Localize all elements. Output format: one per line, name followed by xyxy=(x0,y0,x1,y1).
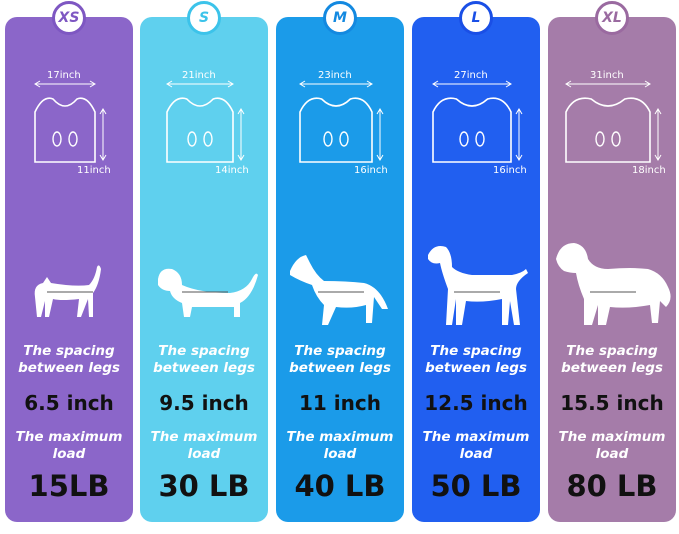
spacing-label: The spacing between legs xyxy=(289,343,391,376)
width-label: 23inch xyxy=(318,70,352,81)
arrow-head xyxy=(515,108,523,161)
illustration xyxy=(34,80,107,317)
leg-hole xyxy=(475,131,485,147)
arrow-head xyxy=(237,108,245,161)
size-column: 23inch 16inch The spacing between legs 11 i… xyxy=(276,17,404,522)
harness xyxy=(299,97,373,163)
size-badge: XS xyxy=(52,1,86,35)
spacing-value: 9.5 inch xyxy=(159,391,249,415)
leg-hole xyxy=(595,131,605,147)
leg-hole xyxy=(339,131,349,147)
leg-hole xyxy=(68,131,78,147)
size-badge: L xyxy=(459,1,493,35)
height-label: 18inch xyxy=(632,165,666,176)
spacing-label: The spacing between legs xyxy=(425,343,527,376)
load-label: The maximum load xyxy=(150,429,258,462)
arrow-head xyxy=(376,108,384,161)
spacing-label: The spacing between legs xyxy=(18,343,120,376)
load-label: The maximum load xyxy=(286,429,394,462)
spacing-value: 6.5 inch xyxy=(24,391,114,415)
leg-hole xyxy=(187,131,197,147)
size-badge: S xyxy=(187,1,221,35)
spacing-value: 12.5 inch xyxy=(424,391,528,415)
harness xyxy=(34,97,96,163)
load-value: 30 LB xyxy=(158,469,250,503)
size-badge: XL xyxy=(595,1,629,35)
spacing-label: The spacing between legs xyxy=(153,343,255,376)
load-label: The maximum load xyxy=(558,429,666,462)
leg-hole xyxy=(52,131,62,147)
pet-silhouette xyxy=(158,268,258,317)
pet-silhouette xyxy=(428,246,528,325)
load-value: 80 LB xyxy=(566,469,658,503)
spacing-value: 11 inch xyxy=(299,391,381,415)
height-label: 14inch xyxy=(215,165,249,176)
arrow-head xyxy=(34,80,96,88)
illustration xyxy=(428,80,528,325)
load-label: The maximum load xyxy=(15,429,123,462)
leg-hole xyxy=(459,131,469,147)
arrow-head xyxy=(654,108,662,161)
width-label: 17inch xyxy=(47,70,81,81)
harness xyxy=(166,97,234,163)
illustration xyxy=(158,80,258,317)
pet-silhouette xyxy=(556,243,671,325)
arrow-head xyxy=(99,108,107,161)
pet-silhouette xyxy=(34,265,101,317)
size-badge: M xyxy=(323,1,357,35)
width-label: 31inch xyxy=(590,70,624,81)
illustration xyxy=(556,80,671,325)
height-label: 16inch xyxy=(354,165,388,176)
width-label: 21inch xyxy=(182,70,216,81)
leg-hole xyxy=(323,131,333,147)
size-column: 17inch 11inch The spacing between legs 6.5 … xyxy=(5,17,133,522)
width-label: 27inch xyxy=(454,70,488,81)
height-label: 16inch xyxy=(493,165,527,176)
harness xyxy=(565,97,651,163)
size-column: 21inch 14inch The spacing between legs 9.5 … xyxy=(140,17,268,522)
arrow-head xyxy=(299,80,373,88)
load-value: 40 LB xyxy=(294,469,386,503)
load-value: 50 LB xyxy=(430,469,522,503)
spacing-label: The spacing between legs xyxy=(561,343,663,376)
size-column: 31inch 18inch The spacing between legs 15.5… xyxy=(548,17,676,522)
illustration xyxy=(290,80,388,325)
height-label: 11inch xyxy=(77,165,111,176)
leg-hole xyxy=(611,131,621,147)
pet-silhouette xyxy=(290,255,388,325)
load-label: The maximum load xyxy=(422,429,530,462)
arrow-head xyxy=(166,80,234,88)
spacing-value: 15.5 inch xyxy=(560,391,664,415)
leg-hole xyxy=(203,131,213,147)
arrow-head xyxy=(565,80,651,88)
harness xyxy=(432,97,512,163)
size-column: 27inch 16inch The spacing between legs 12.5… xyxy=(412,17,540,522)
arrow-head xyxy=(432,80,512,88)
load-value: 15LB xyxy=(28,469,110,503)
